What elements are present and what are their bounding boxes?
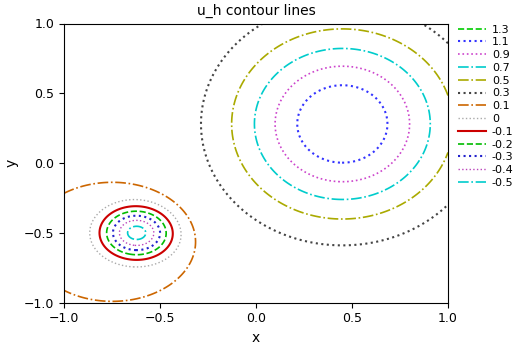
Y-axis label: y: y	[4, 159, 18, 167]
Title: u_h contour lines: u_h contour lines	[197, 4, 316, 18]
Legend: 1.3, 1.1, 0.9, 0.7, 0.5, 0.3, 0.1, 0, -0.1, -0.2, -0.3, -0.4, -0.5: 1.3, 1.1, 0.9, 0.7, 0.5, 0.3, 0.1, 0, -0…	[457, 23, 515, 189]
X-axis label: x: x	[252, 331, 260, 345]
